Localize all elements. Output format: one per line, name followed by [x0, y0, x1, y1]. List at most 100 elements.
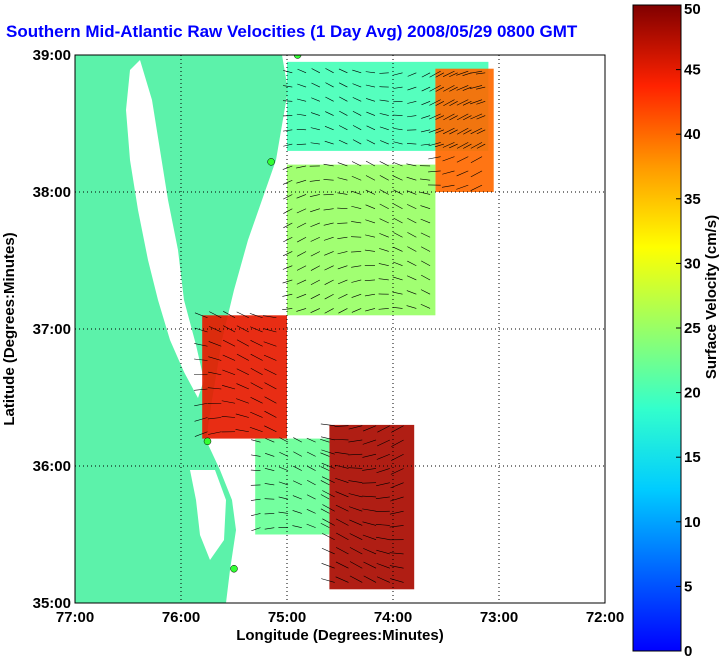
velocity-vector [476, 101, 486, 105]
velocity-vector [407, 101, 417, 104]
velocity-vector [376, 482, 390, 487]
velocity-vector [323, 179, 334, 181]
velocity-vector [392, 276, 403, 281]
velocity-vector [321, 547, 335, 555]
velocity-vector [393, 128, 403, 131]
velocity-vector [351, 190, 362, 195]
velocity-vector [393, 189, 403, 195]
velocity-vectors [193, 68, 486, 583]
velocity-vector [349, 575, 363, 583]
velocity-vector [338, 82, 348, 88]
velocity-vector [379, 72, 389, 74]
velocity-vector [207, 417, 222, 420]
velocity-vector [263, 315, 277, 319]
velocity-vector [306, 451, 316, 457]
velocity-vector [321, 578, 335, 583]
velocity-vector [443, 113, 455, 121]
velocity-vector [264, 396, 277, 404]
velocity-vector [442, 70, 455, 77]
velocity-vector [420, 205, 431, 209]
radar-sites [203, 55, 302, 573]
velocity-vector [428, 142, 441, 147]
velocity-vector [434, 143, 444, 148]
colorbar-tick-label: 35 [684, 191, 701, 208]
velocity-vector [420, 191, 431, 195]
colorbar-tick-label: 20 [684, 385, 701, 402]
velocity-vector [337, 236, 348, 239]
velocity-vector [470, 184, 483, 191]
y-axis-ticks: 35:00 36:00 37:00 38:00 39:00 [33, 47, 71, 612]
velocity-vector [283, 208, 293, 214]
velocity-vector [209, 311, 222, 319]
velocity-vector [323, 236, 334, 241]
velocity-vector [297, 83, 307, 88]
velocity-vector [322, 518, 335, 526]
velocity-vector [456, 70, 469, 76]
plot-frame [74, 54, 606, 604]
region-southwest-jet [202, 315, 287, 439]
velocity-vector [296, 308, 307, 312]
velocity-vector [337, 192, 348, 195]
velocity-vector [293, 465, 302, 471]
velocity-vector [351, 265, 362, 268]
velocity-vector [325, 82, 334, 88]
velocity-vector [457, 127, 469, 135]
velocity-vector [324, 293, 334, 300]
velocity-vector [324, 126, 334, 131]
velocity-vector [393, 232, 403, 238]
region-southeast-gulf-stream [329, 424, 415, 590]
colorbar-tick-label: 0 [684, 643, 692, 659]
velocity-vector [335, 518, 349, 526]
velocity-vector [339, 110, 348, 116]
velocity-vector [463, 129, 472, 135]
radar-site-marker [203, 437, 212, 446]
velocity-vector [311, 68, 320, 74]
velocity-vector [406, 290, 417, 295]
velocity-vector [306, 509, 316, 514]
velocity-vector [421, 274, 431, 281]
velocity-vector [250, 469, 261, 471]
velocity-vector [393, 203, 403, 209]
velocity-vector [349, 533, 363, 540]
velocity-vector [364, 293, 376, 297]
colorbar-tick-label: 50 [684, 1, 701, 18]
velocity-vector [250, 382, 263, 390]
velocity-vector [406, 163, 417, 167]
velocity-vector [456, 85, 469, 91]
velocity-vector [324, 140, 334, 145]
velocity-vector [325, 111, 334, 116]
velocity-vector [456, 156, 469, 163]
velocity-vector [320, 480, 330, 486]
velocity-vector [364, 279, 376, 281]
velocity-vector [207, 387, 222, 390]
velocity-vector [420, 304, 431, 309]
velocity-vector [456, 170, 469, 177]
velocity-vector [393, 246, 403, 252]
velocity-vector [338, 293, 348, 299]
x-tick-label: 72:00 [586, 609, 624, 626]
velocity-vector [349, 519, 363, 526]
velocity-vector [375, 536, 390, 541]
velocity-vector [470, 99, 483, 105]
velocity-vector [376, 453, 390, 460]
velocity-vector [456, 184, 469, 190]
velocity-vector [194, 343, 208, 347]
velocity-vector [250, 326, 263, 333]
velocity-vector [311, 97, 320, 102]
velocity-vector [335, 561, 349, 569]
velocity-vector [306, 494, 316, 500]
colorbar-label: Surface Velocity (cm/s) [703, 215, 720, 379]
velocity-vector [351, 279, 362, 283]
velocity-vector [442, 156, 455, 162]
colorbar-tick-label: 15 [684, 449, 701, 466]
velocity-vector [351, 251, 362, 253]
velocity-vector [435, 86, 445, 92]
velocity-vector [406, 275, 417, 281]
velocity-vector [306, 480, 316, 486]
velocity-vector [222, 354, 236, 361]
velocity-vector [406, 143, 417, 145]
velocity-vector [475, 72, 486, 75]
velocity-vector [320, 438, 330, 443]
plot-area [74, 54, 606, 604]
velocity-vector [264, 527, 275, 530]
